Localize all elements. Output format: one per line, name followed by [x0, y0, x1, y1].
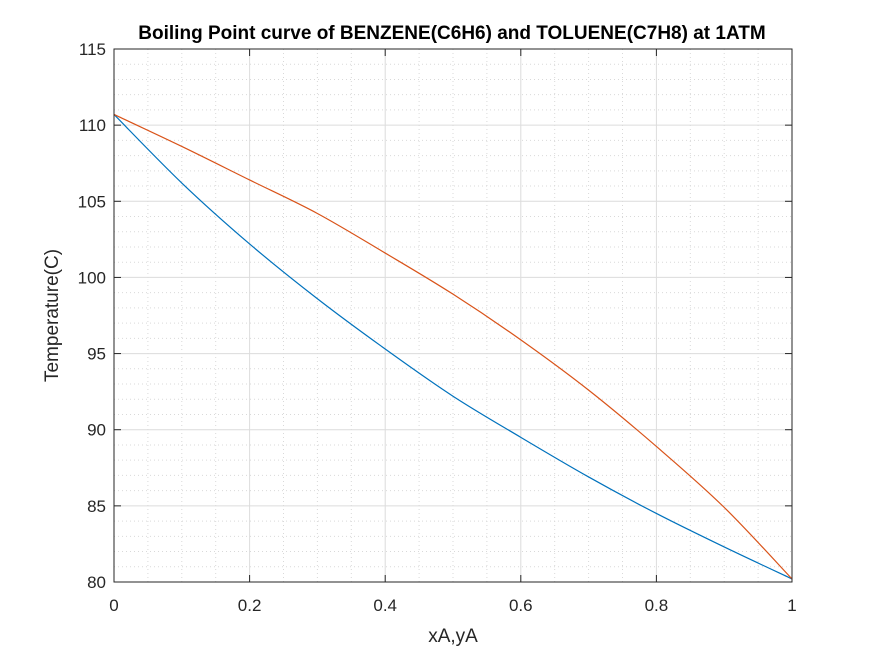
y-tick-label: 85 [87, 497, 106, 516]
x-tick-label: 0 [109, 596, 118, 615]
y-tick-label: 105 [78, 192, 106, 211]
y-tick-label: 80 [87, 573, 106, 592]
x-tick-labels: 0 0.2 0.4 0.6 0.8 1 [109, 596, 796, 615]
plot-area-frame [113, 48, 793, 583]
series-line-1 [113, 114, 793, 580]
x-tick-label: 0.6 [509, 596, 533, 615]
minor-grid [114, 49, 792, 582]
x-axis-label: xA,yA [428, 626, 478, 647]
y-tick-label: 95 [87, 345, 106, 364]
x-tick-label: 0.2 [238, 596, 262, 615]
y-tick-label: 115 [79, 40, 106, 59]
y-tick-label: 90 [87, 421, 106, 440]
x-tick-label: 0.8 [645, 596, 669, 615]
axis-ticks [113, 48, 793, 583]
chart-title: Boiling Point curve of BENZENE(C6H6) and… [138, 23, 765, 44]
y-tick-labels: 80 85 90 95 100 105 110 115 [78, 40, 106, 592]
x-tick-label: 1 [787, 596, 796, 615]
x-tick-label: 0.4 [373, 596, 397, 615]
y-axis-label: Temperature(C) [42, 249, 63, 382]
y-tick-label: 110 [79, 116, 106, 135]
series-layer [113, 113, 793, 580]
y-tick-label: 100 [78, 268, 106, 287]
series-line-2 [113, 113, 793, 580]
